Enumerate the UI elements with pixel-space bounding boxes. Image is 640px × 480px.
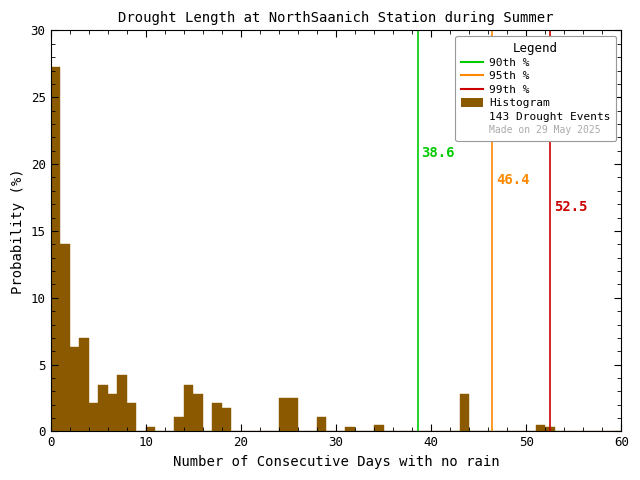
Bar bbox=[212, 403, 222, 432]
Legend: 90th %, 95th %, 99th %, Histogram, 143 Drought Events, Made on 29 May 2025: 90th %, 95th %, 99th %, Histogram, 143 D… bbox=[456, 36, 616, 141]
Bar bbox=[536, 425, 545, 432]
Bar bbox=[51, 67, 60, 432]
Bar bbox=[88, 403, 98, 432]
Bar bbox=[346, 427, 355, 432]
Bar bbox=[79, 338, 88, 432]
Bar bbox=[60, 244, 70, 432]
Y-axis label: Probability (%): Probability (%) bbox=[11, 168, 25, 294]
Bar bbox=[545, 427, 555, 432]
Bar bbox=[317, 418, 326, 432]
X-axis label: Number of Consecutive Days with no rain: Number of Consecutive Days with no rain bbox=[173, 455, 499, 469]
Bar bbox=[222, 408, 231, 432]
Bar bbox=[289, 398, 298, 432]
Bar bbox=[374, 425, 383, 432]
Bar bbox=[279, 398, 289, 432]
Title: Drought Length at NorthSaanich Station during Summer: Drought Length at NorthSaanich Station d… bbox=[118, 11, 554, 25]
Bar bbox=[108, 394, 117, 432]
Text: 46.4: 46.4 bbox=[496, 173, 529, 187]
Bar bbox=[174, 418, 184, 432]
Bar bbox=[146, 427, 155, 432]
Bar bbox=[127, 403, 136, 432]
Bar bbox=[117, 375, 127, 432]
Bar bbox=[460, 394, 469, 432]
Bar bbox=[193, 394, 203, 432]
Text: 52.5: 52.5 bbox=[554, 200, 588, 214]
Bar bbox=[184, 384, 193, 432]
Text: 38.6: 38.6 bbox=[422, 146, 455, 160]
Bar bbox=[70, 347, 79, 432]
Bar bbox=[98, 384, 108, 432]
